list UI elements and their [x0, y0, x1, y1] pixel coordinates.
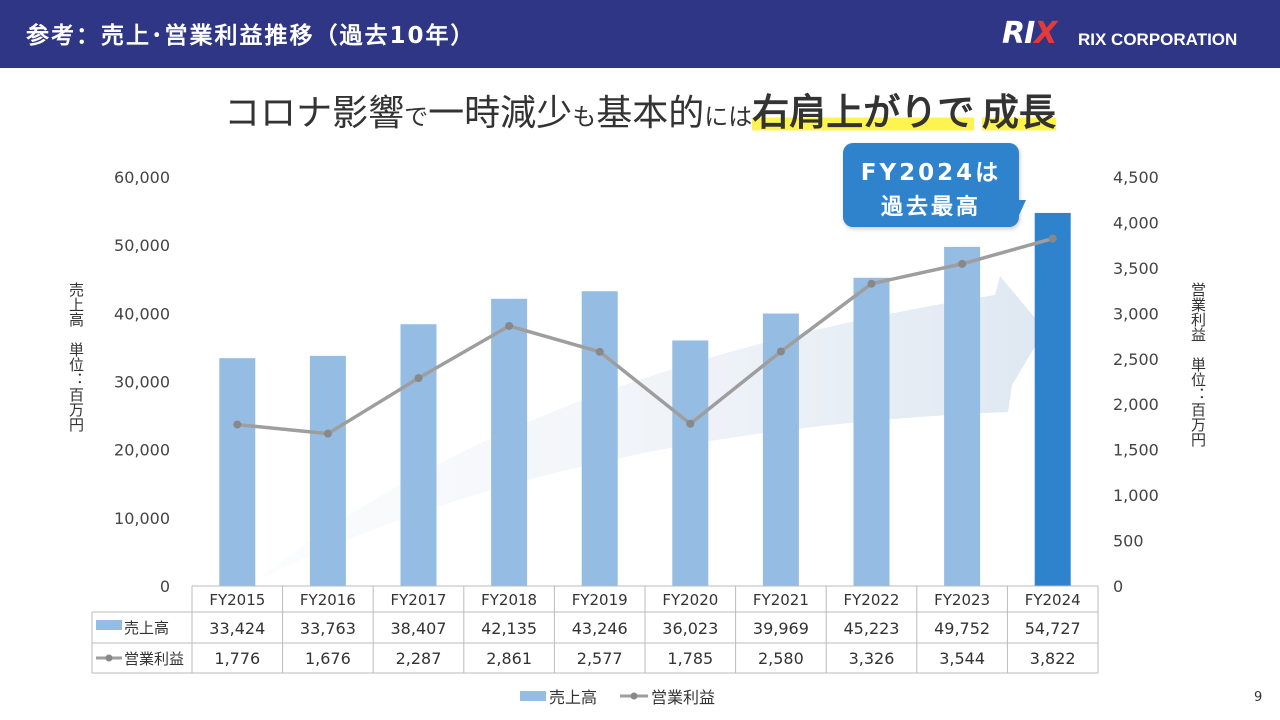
headline-part: には [704, 103, 753, 131]
category-label: FY2024 [1025, 591, 1081, 609]
right-axis-tick-label: 1,000 [1113, 486, 1159, 505]
profit-table-value: 2,861 [486, 649, 532, 668]
bar-fy2018 [491, 298, 528, 586]
headline-emphasis: 右肩上がりで [752, 91, 975, 134]
bar-fy2019 [581, 291, 618, 586]
headline-part: 一時減少 [428, 93, 573, 134]
right-axis-tick-label: 1,500 [1113, 441, 1159, 460]
category-label: FY2023 [934, 591, 990, 609]
company-logo: RIX RIX CORPORATION [1002, 16, 1272, 56]
category-label: FY2017 [391, 591, 447, 609]
category-label: FY2021 [753, 591, 809, 609]
sales-table-value: 36,023 [662, 619, 718, 638]
category-label: FY2019 [572, 591, 628, 609]
headline: コロナ影響で一時減少も基本的には右肩上がりで 成長 [0, 82, 1280, 136]
left-axis-tick-label: 0 [160, 577, 170, 596]
right-axis-label: 営業利益 単位：百万円 [1189, 282, 1207, 447]
callout-line: FY2024は [860, 160, 1002, 186]
callout-tail [1014, 200, 1026, 226]
headline-emphasis: 成長 [981, 91, 1056, 134]
profit-table-value: 3,822 [1030, 649, 1076, 668]
right-axis-tick-label: 0 [1113, 577, 1123, 596]
profit-table-value: 1,676 [305, 649, 351, 668]
profit-point-fy2019 [595, 347, 604, 356]
profit-table-value: 2,287 [396, 649, 442, 668]
right-axis-tick-label: 500 [1113, 532, 1144, 551]
right-axis-tick-label: 2,500 [1113, 350, 1159, 369]
slide-title: 参考：売上･営業利益推移（過去10年） [26, 23, 476, 49]
category-label: FY2018 [481, 591, 537, 609]
left-axis-tick-label: 30,000 [114, 373, 170, 392]
legend-sales-label: 売上高 [549, 688, 597, 707]
sales-table-value: 54,727 [1025, 619, 1081, 638]
legend-profit-label: 営業利益 [651, 688, 715, 707]
profit-table-value: 3,544 [939, 649, 985, 668]
left-axis-tick-label: 10,000 [114, 509, 170, 528]
headline-part: コロナ影響 [224, 93, 405, 134]
logo-mark: RIX [1002, 16, 1057, 51]
callout-line: 過去最高 [880, 195, 981, 220]
left-axis-tick-label: 60,000 [114, 168, 170, 187]
sales-table-value: 39,969 [753, 619, 809, 638]
right-axis-tick-label: 3,000 [1113, 304, 1159, 323]
profit-point-fy2015 [233, 420, 242, 429]
table-row-header-profit: 営業利益 [124, 650, 184, 668]
right-axis-tick-label: 4,000 [1113, 213, 1159, 232]
profit-point-fy2017 [414, 374, 423, 383]
profit-point-fy2020 [686, 419, 695, 428]
profit-table-value: 2,580 [758, 649, 804, 668]
headline-part: 基本的 [596, 93, 705, 134]
right-axis-tick-label: 2,000 [1113, 395, 1159, 414]
profit-table-value: 1,785 [667, 649, 713, 668]
legend-sales-swatch [520, 691, 546, 701]
left-axis-tick-label: 20,000 [114, 441, 170, 460]
page-number: 9 [1254, 690, 1263, 705]
table-row-header-sales: 売上高 [124, 619, 169, 637]
category-label: FY2015 [209, 591, 265, 609]
growth-arrow-decoration [258, 276, 1045, 580]
bar-fy2017 [400, 324, 437, 586]
bar-fy2023 [944, 246, 981, 587]
profit-point-fy2018 [505, 321, 514, 330]
operating-profit-line [237, 236, 1054, 436]
header-bar: 参考：売上･営業利益推移（過去10年） RIX RIX CORPORATION [0, 0, 1280, 68]
table-profit-swatch-marker [105, 654, 113, 662]
profit-point-fy2023 [958, 259, 967, 268]
bar-fy2024 [1034, 212, 1071, 587]
fy2024-callout: FY2024は 過去最高 [843, 143, 1019, 227]
headline-part: で [404, 103, 429, 131]
profit-point-fy2024 [1048, 234, 1057, 243]
left-axis-label: 売上高 単位：百万円 [67, 282, 85, 432]
sales-table-value: 42,135 [481, 619, 537, 638]
profit-point-fy2021 [776, 347, 785, 356]
left-axis-tick-label: 50,000 [114, 236, 170, 255]
category-label: FY2016 [300, 591, 356, 609]
category-label: FY2020 [662, 591, 718, 609]
right-axis-tick-label: 4,500 [1113, 168, 1159, 187]
bar-fy2022 [853, 277, 890, 586]
sales-table-value: 33,763 [300, 619, 356, 638]
sales-table-value: 43,246 [572, 619, 628, 638]
bar-fy2015 [219, 358, 256, 586]
sales-table-value: 45,223 [844, 619, 900, 638]
left-axis-tick-label: 40,000 [114, 304, 170, 323]
sales-table-value: 38,407 [391, 619, 447, 638]
table-sales-swatch [96, 620, 122, 630]
headline-part: も [572, 103, 597, 131]
profit-table-value: 2,577 [577, 649, 623, 668]
company-name: RIX CORPORATION [1078, 30, 1238, 49]
profit-point-fy2022 [867, 279, 876, 288]
profit-table-value: 1,776 [214, 649, 260, 668]
profit-point-fy2016 [323, 429, 332, 438]
legend-profit-swatch-marker [630, 692, 638, 700]
right-axis-tick-label: 3,500 [1113, 259, 1159, 278]
profit-table-value: 3,326 [849, 649, 895, 668]
bar-fy2016 [309, 355, 346, 586]
sales-table-value: 33,424 [209, 619, 265, 638]
bar-fy2020 [672, 340, 709, 586]
sales-table-value: 49,752 [934, 619, 990, 638]
category-label: FY2022 [844, 591, 900, 609]
